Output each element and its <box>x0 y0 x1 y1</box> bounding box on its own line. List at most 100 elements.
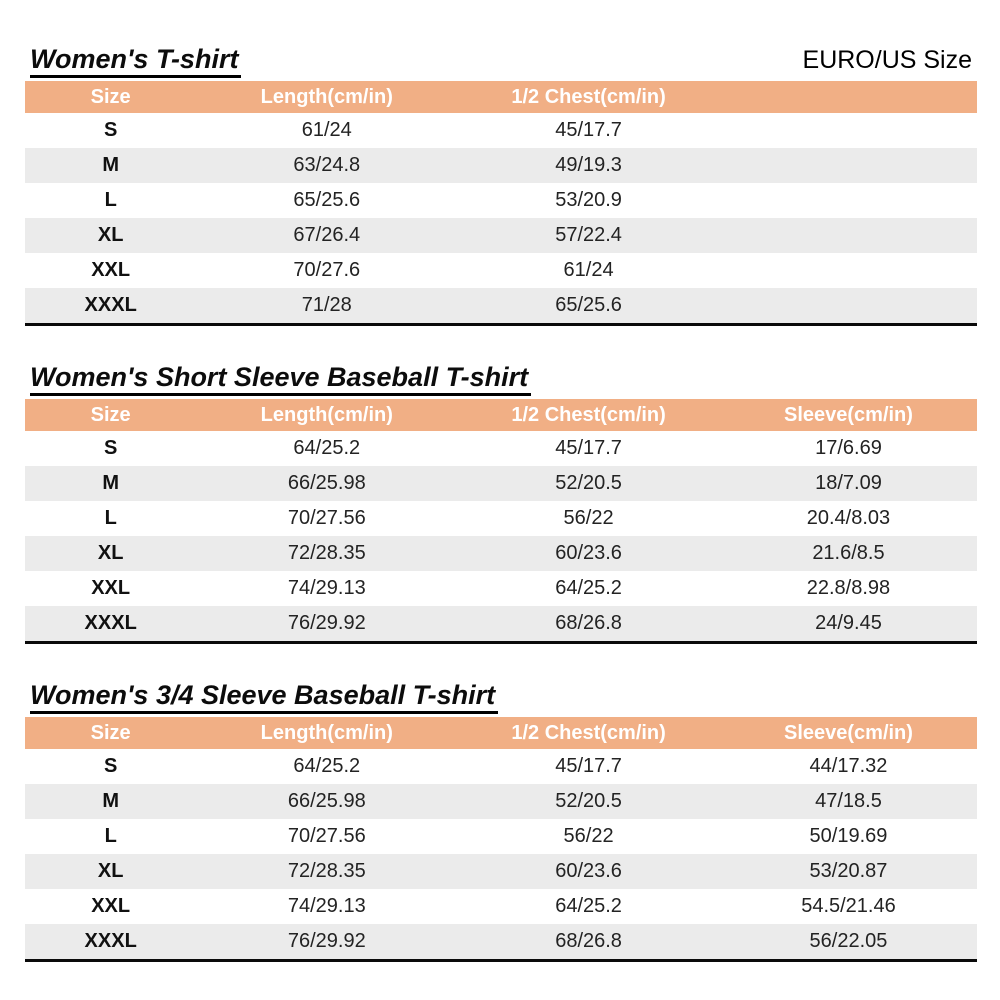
table-cell <box>720 288 977 323</box>
table-header-cell: Sleeve(cm/in) <box>783 403 913 426</box>
table-cell: 65/25.6 <box>555 294 622 316</box>
table-cell: 56/22 <box>563 507 614 529</box>
table-row: S 64/25.2 45/17.7 17/6.69 <box>25 431 977 466</box>
table-header-row: Size Length(cm/in) 1/2 Chest(cm/in) Sleeve(… <box>25 717 977 749</box>
table-cell: 17/6.69 <box>815 437 882 459</box>
table-cell: 74/29.13 <box>287 577 366 599</box>
table-row: XXXL 76/29.92 68/26.8 24/9.45 <box>25 606 977 641</box>
table-cell: 67/26.4 <box>293 224 361 246</box>
size-table: Size Length(cm/in) 1/2 Chest(cm/in) Sleeve(… <box>25 399 977 644</box>
size-cell: S <box>104 755 118 777</box>
table-cell: 66/25.98 <box>287 790 366 812</box>
table-row: L 70/27.56 56/22 50/19.69 <box>25 819 977 854</box>
size-cell: XXXL <box>84 612 137 634</box>
size-cell: S <box>104 437 118 459</box>
table-cell: 60/23.6 <box>555 542 622 564</box>
table-cell: 49/19.3 <box>555 154 622 176</box>
table-cell: 71/28 <box>301 294 352 316</box>
size-table-section-short-sleeve-baseball: Women's Short Sleeve Baseball T-shirt Si… <box>25 362 977 644</box>
table-cell: 68/26.8 <box>555 930 622 952</box>
size-cell: L <box>104 825 117 847</box>
table-row: L 70/27.56 56/22 20.4/8.03 <box>25 501 977 536</box>
size-cell: XXXL <box>84 930 137 952</box>
size-cell: M <box>102 790 120 812</box>
table-cell: 54.5/21.46 <box>801 895 896 917</box>
table-cell: 72/28.35 <box>287 542 366 564</box>
table-row: S 61/24 45/17.7 <box>25 113 977 148</box>
table-cell: 64/25.2 <box>293 437 361 459</box>
table-cell <box>720 253 977 288</box>
title-row: Women's T-shirt EURO/US Size <box>25 44 977 78</box>
size-cell: XL <box>97 224 124 246</box>
table-title: Women's Short Sleeve Baseball T-shirt <box>30 362 532 396</box>
table-cell: 60/23.6 <box>555 860 622 882</box>
table-header-cell: Length(cm/in) <box>260 403 393 426</box>
table-row: M 66/25.98 52/20.5 47/18.5 <box>25 784 977 819</box>
size-cell: XXL <box>91 895 131 917</box>
table-header-cell <box>720 81 977 113</box>
table-cell: 24/9.45 <box>815 612 882 634</box>
table-cell: 64/25.2 <box>555 895 622 917</box>
table-cell: 50/19.69 <box>809 825 888 847</box>
table-row: XL 72/28.35 60/23.6 53/20.87 <box>25 854 977 889</box>
table-cell: 53/20.87 <box>809 860 888 882</box>
size-cell: M <box>102 154 120 176</box>
table-row: XXL 74/29.13 64/25.2 22.8/8.98 <box>25 571 977 606</box>
table-header-cell: 1/2 Chest(cm/in) <box>511 85 666 108</box>
size-table: Size Length(cm/in) 1/2 Chest(cm/in) Sleeve(… <box>25 717 977 962</box>
table-cell: 70/27.6 <box>293 259 361 281</box>
table-header-cell: Length(cm/in) <box>260 85 393 108</box>
table-cell: 57/22.4 <box>555 224 622 246</box>
table-title: Women's 3/4 Sleeve Baseball T-shirt <box>30 680 499 714</box>
table-cell: 47/18.5 <box>815 790 882 812</box>
table-cell: 72/28.35 <box>287 860 366 882</box>
size-table: Size Length(cm/in) 1/2 Chest(cm/in) S 61/24… <box>25 81 977 326</box>
table-cell: 20.4/8.03 <box>806 507 891 529</box>
table-cell: 52/20.5 <box>555 472 622 494</box>
table-row: S 64/25.2 45/17.7 44/17.32 <box>25 749 977 784</box>
table-cell: 76/29.92 <box>287 612 366 634</box>
table-cell: 52/20.5 <box>555 790 622 812</box>
table-row: XL 67/26.4 57/22.4 <box>25 218 977 253</box>
size-cell: M <box>102 472 120 494</box>
table-cell: 45/17.7 <box>555 755 622 777</box>
size-cell: XXXL <box>84 294 137 316</box>
table-cell: 64/25.2 <box>293 755 361 777</box>
table-cell: 44/17.32 <box>809 755 888 777</box>
table-cell: 61/24 <box>301 119 352 141</box>
size-cell: L <box>104 507 117 529</box>
size-cell: XXL <box>91 577 131 599</box>
table-cell: 45/17.7 <box>555 119 622 141</box>
table-cell: 21.6/8.5 <box>812 542 885 564</box>
table-cell: 56/22.05 <box>809 930 888 952</box>
table-row: XXXL 76/29.92 68/26.8 56/22.05 <box>25 924 977 959</box>
table-header-row: Size Length(cm/in) 1/2 Chest(cm/in) Sleeve(… <box>25 399 977 431</box>
euro-us-size-label: EURO/US Size <box>802 46 972 74</box>
table-header-cell: Length(cm/in) <box>260 721 393 744</box>
table-cell: 53/20.9 <box>555 189 622 211</box>
table-header-cell: Size <box>90 403 131 426</box>
table-cell: 22.8/8.98 <box>806 577 891 599</box>
size-table-section-three-quarter-sleeve-baseball: Women's 3/4 Sleeve Baseball T-shirt Size… <box>25 680 977 962</box>
table-cell: 68/26.8 <box>555 612 622 634</box>
table-row: M 63/24.8 49/19.3 <box>25 148 977 183</box>
size-cell: XL <box>97 542 124 564</box>
table-cell: 18/7.09 <box>815 472 882 494</box>
table-row: XXL 70/27.6 61/24 <box>25 253 977 288</box>
table-row: XXXL 71/28 65/25.6 <box>25 288 977 323</box>
table-cell <box>720 148 977 183</box>
table-header-cell: Sleeve(cm/in) <box>783 721 913 744</box>
table-header-cell: 1/2 Chest(cm/in) <box>511 721 666 744</box>
table-header-cell: Size <box>90 85 131 108</box>
table-cell: 76/29.92 <box>287 930 366 952</box>
title-row: Women's Short Sleeve Baseball T-shirt <box>25 362 977 396</box>
table-cell <box>720 183 977 218</box>
table-row: XXL 74/29.13 64/25.2 54.5/21.46 <box>25 889 977 924</box>
table-row: M 66/25.98 52/20.5 18/7.09 <box>25 466 977 501</box>
table-cell: 64/25.2 <box>555 577 622 599</box>
size-cell: S <box>104 119 118 141</box>
table-cell: 45/17.7 <box>555 437 622 459</box>
table-cell: 63/24.8 <box>293 154 361 176</box>
table-cell: 74/29.13 <box>287 895 366 917</box>
